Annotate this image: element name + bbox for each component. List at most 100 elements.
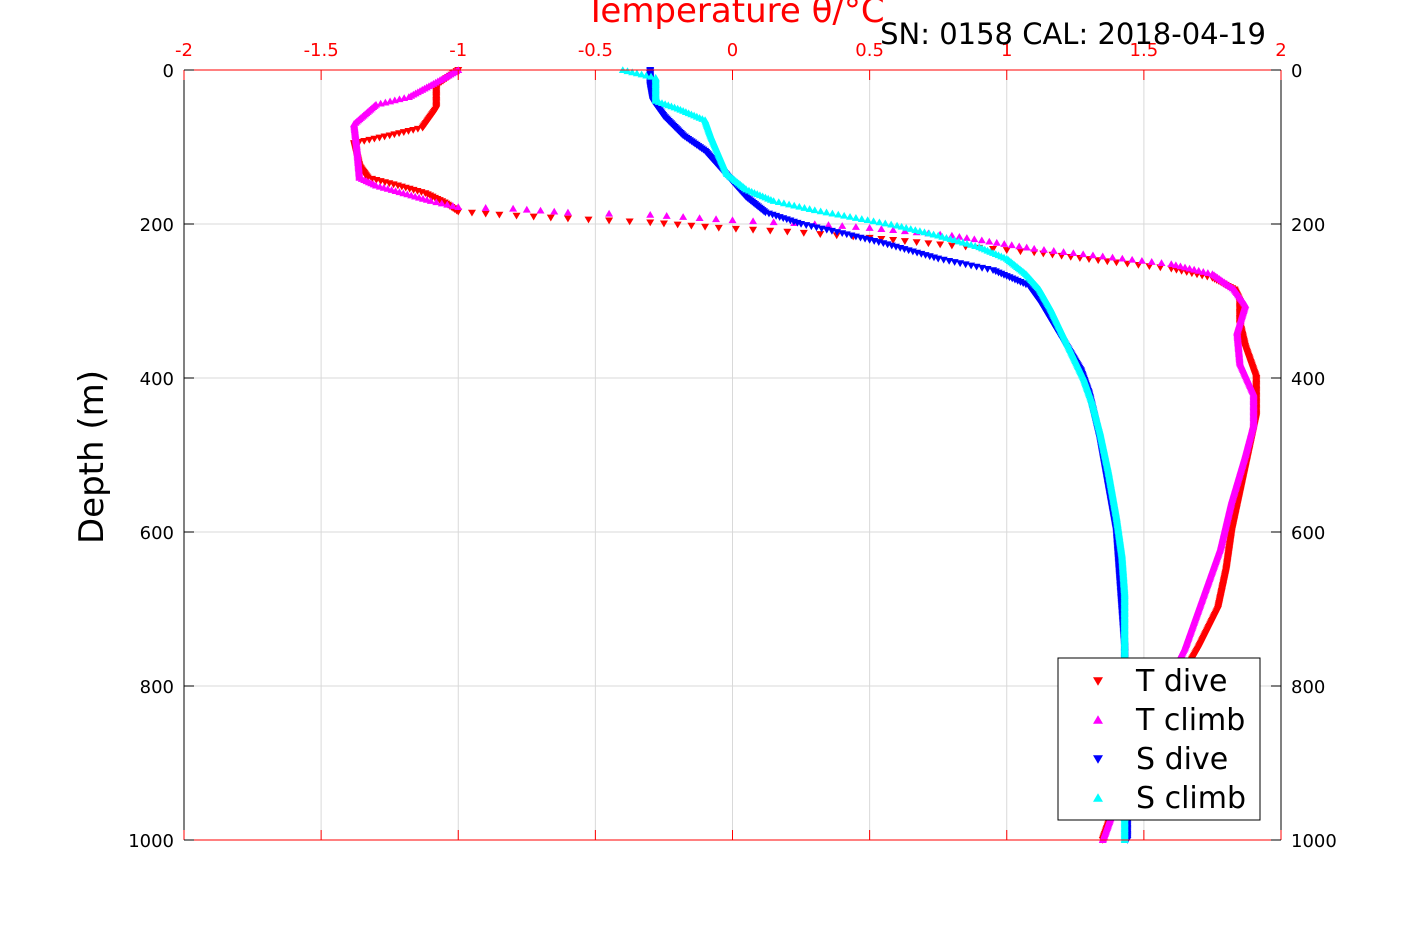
data-point bbox=[662, 212, 671, 219]
data-point bbox=[623, 67, 632, 75]
x-tick-label: -1.5 bbox=[304, 40, 339, 61]
legend-label: T climb bbox=[1135, 703, 1245, 738]
data-point bbox=[512, 212, 521, 220]
data-point bbox=[1199, 268, 1208, 275]
data-point bbox=[985, 237, 994, 245]
y-tick-label-left: 0 bbox=[163, 61, 174, 82]
y-tick-label-left: 800 bbox=[140, 677, 174, 698]
data-point bbox=[404, 93, 413, 100]
data-point bbox=[785, 200, 794, 208]
data-point bbox=[920, 228, 929, 236]
y-tick-label-left: 1000 bbox=[128, 831, 174, 852]
x-tick-label: 2 bbox=[1275, 40, 1286, 61]
data-point bbox=[679, 213, 688, 220]
data-point bbox=[1190, 265, 1199, 273]
data-point bbox=[810, 206, 819, 214]
data-point bbox=[749, 217, 758, 225]
data-point bbox=[1002, 247, 1011, 254]
legend-marker-s-dive bbox=[1093, 755, 1103, 764]
data-point bbox=[1016, 248, 1025, 256]
data-point bbox=[1194, 266, 1203, 274]
data-point bbox=[546, 214, 555, 222]
data-point bbox=[728, 216, 737, 224]
data-point bbox=[381, 98, 390, 106]
data-point bbox=[481, 204, 490, 211]
data-point bbox=[1137, 256, 1146, 264]
serial-calibration-annotation: SN: 0158 CAL: 2018-04-19 bbox=[880, 17, 1266, 51]
x-tick-label: 0.5 bbox=[855, 40, 884, 61]
data-point bbox=[834, 210, 843, 218]
data-point bbox=[1147, 258, 1156, 265]
data-point bbox=[1181, 263, 1190, 271]
data-point bbox=[889, 226, 898, 234]
y-tick-label-left: 400 bbox=[140, 369, 174, 390]
legend-label: T dive bbox=[1135, 664, 1227, 699]
data-point bbox=[924, 240, 933, 248]
data-point bbox=[863, 216, 872, 224]
data-point bbox=[887, 220, 896, 228]
x-tick-label: -1 bbox=[449, 40, 467, 61]
data-point bbox=[628, 68, 637, 76]
x-axis-title: Temperature θ/°C bbox=[584, 0, 884, 31]
data-point bbox=[1145, 263, 1154, 270]
data-point bbox=[822, 208, 831, 216]
legend-marker-s-climb bbox=[1093, 793, 1103, 802]
data-point bbox=[769, 218, 778, 226]
data-point bbox=[838, 222, 847, 229]
data-point bbox=[799, 229, 808, 237]
data-point bbox=[846, 212, 855, 220]
data-point bbox=[749, 226, 758, 234]
data-point bbox=[1022, 243, 1031, 251]
data-point bbox=[783, 228, 792, 236]
data-point bbox=[911, 226, 920, 233]
data-point bbox=[875, 218, 884, 226]
data-point bbox=[1015, 242, 1024, 250]
data-point bbox=[637, 70, 646, 78]
data-point bbox=[1167, 260, 1176, 268]
data-point bbox=[805, 205, 814, 212]
data-point bbox=[536, 206, 545, 214]
data-point bbox=[1112, 259, 1121, 267]
data-point bbox=[509, 204, 518, 212]
y-tick-label-right: 0 bbox=[1291, 61, 1302, 82]
data-point bbox=[790, 201, 799, 209]
data-point bbox=[881, 219, 890, 227]
x-tick-label: 0 bbox=[727, 40, 738, 61]
data-point bbox=[584, 216, 593, 224]
data-point bbox=[625, 218, 634, 226]
data-point bbox=[840, 211, 849, 219]
legend-label: S dive bbox=[1136, 742, 1228, 777]
data-point bbox=[522, 205, 531, 213]
legend-items: T dive T climb S dive S climb bbox=[1093, 664, 1246, 816]
axes-frame bbox=[183, 69, 1282, 841]
y-tick-label-left: 200 bbox=[140, 215, 174, 236]
legend-label: S climb bbox=[1136, 781, 1246, 816]
data-point bbox=[1156, 264, 1165, 272]
data-point bbox=[712, 215, 721, 223]
legend-marker-t-dive bbox=[1093, 677, 1103, 686]
data-point bbox=[443, 200, 452, 208]
data-point bbox=[605, 217, 614, 225]
y-tick-label-right: 400 bbox=[1291, 369, 1325, 390]
data-point bbox=[467, 209, 476, 217]
data-point bbox=[897, 222, 906, 230]
data-point bbox=[902, 223, 911, 231]
data-point bbox=[816, 231, 825, 238]
data-point bbox=[714, 224, 723, 232]
data-point bbox=[563, 208, 572, 216]
data-point bbox=[970, 235, 979, 243]
data-point bbox=[659, 220, 668, 228]
data-point bbox=[481, 210, 490, 218]
data-point bbox=[495, 211, 504, 219]
data-point bbox=[448, 202, 457, 209]
data-point bbox=[947, 242, 956, 250]
data-point bbox=[1079, 250, 1088, 258]
y-tick-label-right: 600 bbox=[1291, 523, 1325, 544]
data-point bbox=[673, 221, 682, 229]
y-tick-label-right: 800 bbox=[1291, 677, 1325, 698]
data-point bbox=[646, 210, 655, 218]
data-point bbox=[869, 217, 878, 225]
data-point bbox=[1118, 254, 1127, 262]
data-point bbox=[800, 204, 809, 211]
